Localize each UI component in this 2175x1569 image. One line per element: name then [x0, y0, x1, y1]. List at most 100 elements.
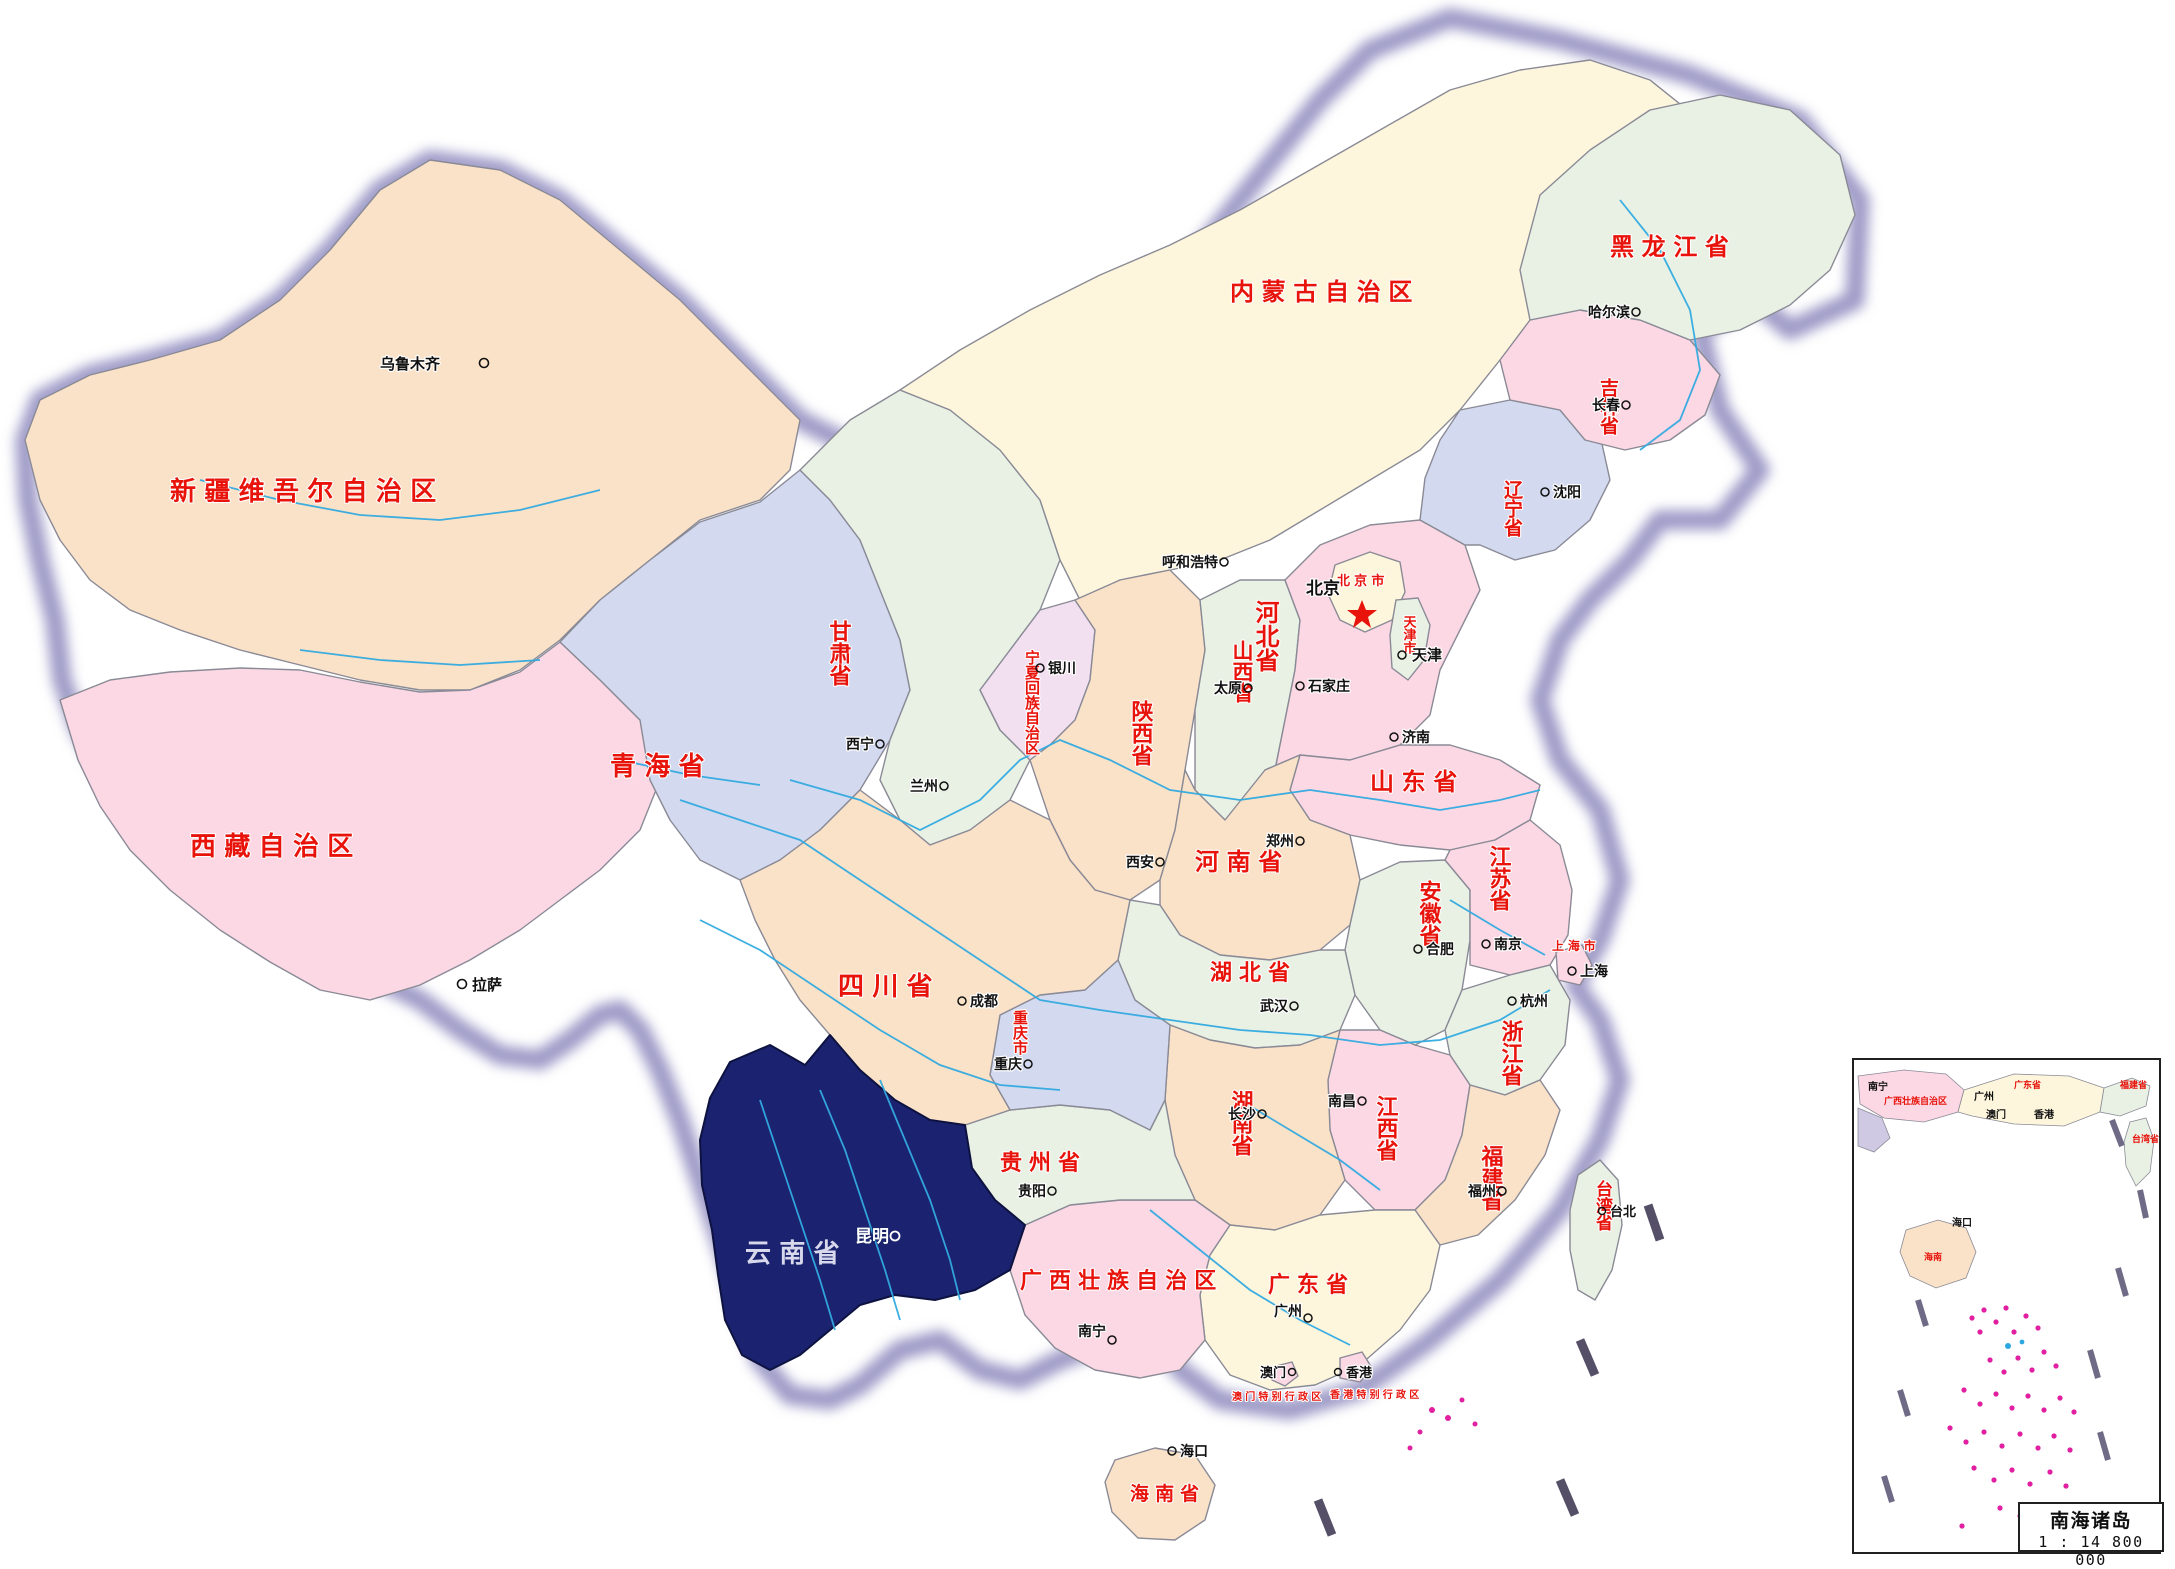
city-dot-hongkong — [1333, 1367, 1343, 1377]
province-label-shandong: 山东省 — [1370, 768, 1465, 796]
province-label-taiwan: 台湾省 — [1592, 1179, 1614, 1232]
city-dot-kunming — [889, 1230, 901, 1242]
city-label-fuzhou: 福州 — [1467, 1183, 1496, 1200]
province-label-gansu: 甘肃省 — [826, 620, 853, 686]
inset-label-macau: 澳门 — [1986, 1108, 2006, 1121]
city-dot-nanning — [1107, 1335, 1117, 1345]
province-label-shanxi: 山西省 — [1230, 640, 1255, 703]
province-label-chongqing: 重庆市 — [1011, 1009, 1029, 1056]
city-label-taipei: 台北 — [1610, 1204, 1636, 1220]
legend-title: 南海诸岛 — [2049, 1510, 2133, 1532]
city-label-guiyang: 贵阳 — [1018, 1183, 1046, 1200]
city-label-shanghai: 上海 — [1580, 963, 1608, 980]
province-label-sichuan: 四川省 — [838, 972, 941, 1002]
province-label-group: 新疆维吾尔自治区 西藏自治区 青海省 甘肃省 内蒙古自治区 宁夏回族自治区 陕西… — [169, 232, 1737, 1506]
province-label-xinjiang: 新疆维吾尔自治区 — [170, 476, 445, 507]
city-dot-taipei — [1597, 1206, 1607, 1216]
province-label-liaoning: 辽宁省 — [1501, 480, 1524, 538]
city-dot-lanzhou — [939, 781, 949, 791]
province-label-henan: 河南省 — [1195, 848, 1290, 876]
city-label-hangzhou: 杭州 — [1520, 993, 1548, 1010]
city-label-macau: 澳门 — [1260, 1365, 1286, 1381]
province-label-tianjin: 天津市 — [1401, 615, 1417, 655]
province-label-guangxi: 广西壮族自治区 — [1020, 1268, 1223, 1294]
city-dot-macau — [1287, 1367, 1297, 1377]
province-hebei — [1264, 519, 1481, 771]
inset-taiwan — [2123, 1117, 2155, 1187]
province-hainan — [1104, 1447, 1216, 1541]
city-label-nanchang: 南昌 — [1328, 1093, 1356, 1110]
city-dot-guangzhou — [1303, 1313, 1313, 1323]
city-label-guangzhou: 广州 — [1274, 1303, 1302, 1320]
inset-reef-dots — [2005, 1339, 2025, 1349]
city-label-hohhot: 呼和浩特 — [1162, 554, 1218, 571]
province-label-fujian: 福建省 — [1478, 1145, 1505, 1211]
city-label-nanning: 南宁 — [1078, 1323, 1106, 1340]
province-label-jiangxi: 江西省 — [1373, 1095, 1400, 1161]
province-label-jilin: 吉林省 — [1597, 377, 1620, 436]
city-dot-wuhan — [1289, 1001, 1299, 1011]
city-label-harbin: 哈尔滨 — [1588, 304, 1630, 321]
city-label-jinan: 济南 — [1402, 729, 1430, 746]
province-label-guangdong: 广东省 — [1268, 1272, 1355, 1298]
province-label-inner-mongolia: 内蒙古自治区 — [1230, 278, 1420, 306]
city-label-xining: 西宁 — [846, 736, 874, 753]
province-heilongjiang — [1519, 94, 1856, 341]
city-label-hefei: 合肥 — [1426, 941, 1454, 958]
inset-label-guangxi: 广西壮族自治区 — [1884, 1095, 1947, 1107]
province-label-guizhou: 贵州省 — [1000, 1151, 1087, 1176]
city-dot-chongqing — [1023, 1059, 1033, 1069]
province-label-jiangsu: 江苏省 — [1486, 845, 1513, 911]
city-dot-harbin — [1631, 307, 1641, 317]
city-dot-xian — [1155, 857, 1165, 867]
city-label-nanjing: 南京 — [1494, 936, 1522, 953]
inset-label-hainan: 海南 — [1924, 1251, 1942, 1263]
province-taiwan — [1569, 1159, 1623, 1301]
city-dot-lhasa — [456, 978, 468, 990]
city-dot-nanchang — [1357, 1096, 1367, 1106]
province-label-macau: 澳门特别行政区 — [1232, 1390, 1324, 1403]
city-label-changchun: 长春 — [1592, 397, 1621, 414]
province-tibet — [59, 641, 661, 1001]
city-dot-taiyuan — [1243, 683, 1253, 693]
city-dot-zhengzhou — [1295, 836, 1305, 846]
province-label-zhejiang: 浙江省 — [1498, 1020, 1525, 1086]
city-marker-group: 乌鲁木齐 拉萨 西宁 兰州 银川 呼和浩特 太原 石家庄 济南 北京 天津 沈阳 — [379, 303, 1641, 1461]
province-label-beijing: 北京市 — [1337, 573, 1388, 589]
inset-label-fujian: 福建省 — [2119, 1079, 2147, 1091]
city-dot-hohhot — [1219, 557, 1229, 567]
province-label-qinghai: 青海省 — [610, 752, 713, 782]
city-label-hongkong: 香港 — [1345, 1365, 1373, 1381]
city-label-xian: 西安 — [1126, 854, 1154, 871]
city-dot-yinchuan — [1035, 663, 1045, 673]
city-label-tianjin: 天津 — [1412, 646, 1442, 664]
city-dot-chengdu — [957, 996, 967, 1006]
city-label-zhengzhou: 郑州 — [1266, 833, 1294, 850]
city-label-wuhan: 武汉 — [1260, 998, 1289, 1015]
inset-label-hongkong: 香港 — [2034, 1108, 2055, 1121]
province-label-tibet: 西藏自治区 — [190, 831, 362, 862]
city-label-lanzhou: 兰州 — [910, 778, 938, 795]
inset-island-dots — [1947, 1305, 2077, 1529]
inset-label-guangzhou: 广州 — [1974, 1090, 1994, 1103]
city-label-chongqing: 重庆 — [994, 1056, 1022, 1073]
province-label-hunan: 湖南省 — [1228, 1090, 1255, 1156]
city-dot-shijiazhuang — [1295, 681, 1305, 691]
inset-vietnam-edge — [1857, 1107, 1891, 1153]
inset-guangdong — [1957, 1073, 2105, 1127]
province-label-yunnan: 云南省 — [745, 1239, 848, 1269]
sea-boundary-dashes — [1313, 1203, 1665, 1537]
city-label-beijing: 北京 — [1306, 578, 1340, 599]
city-dot-changchun — [1621, 400, 1631, 410]
province-label-hainan: 海南省 — [1130, 1482, 1205, 1505]
inset-map-svg: 广西壮族自治区 广东省 福建省 台湾省 海南 南宁 广州 澳门 香港 海口 — [1857, 1069, 2159, 1543]
province-xinjiang — [24, 159, 801, 691]
city-dot-tianjin — [1397, 650, 1407, 660]
province-label-heilongjiang: 黑龙江省 — [1610, 233, 1737, 261]
legend-scale: 1 : 14 800 000 — [2038, 1533, 2144, 1569]
city-dot-guiyang — [1047, 1186, 1057, 1196]
inset-label-taiwan: 台湾省 — [2132, 1133, 2159, 1145]
capital-star-beijing — [1347, 600, 1377, 628]
